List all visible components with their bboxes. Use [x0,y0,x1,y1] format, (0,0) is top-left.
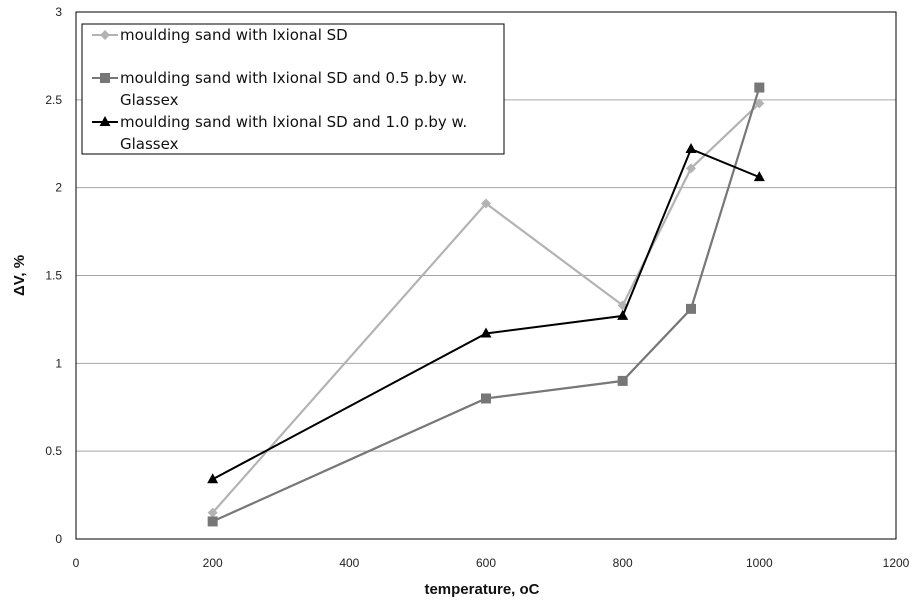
data-point [685,143,697,154]
legend-label: moulding sand with Ixional SD and 1.0 p.… [120,113,467,131]
legend-label: moulding sand with Ixional SD [120,26,348,44]
series-1 [207,98,765,518]
x-tick-label: 800 [613,556,633,570]
plot-frame [75,11,897,540]
data-point [686,163,696,174]
x-tick-label: 200 [203,556,223,570]
data-point [99,116,111,126]
data-point [617,309,629,320]
x-axis-title-text: temperature, [424,581,519,598]
data-point [100,30,110,40]
data-point [754,82,765,93]
series-layer [207,82,765,527]
x-axis-title-unit: oC [520,581,540,598]
data-point [100,73,110,83]
x-tick-label: 1000 [746,556,773,570]
x-axis-title: temperature, oC [424,581,539,598]
data-point [207,507,218,518]
data-point [686,303,696,314]
y-tick-label: 0.5 [45,444,62,458]
legend-label: Glassex [120,135,179,153]
legend-entry: moulding sand with Ixional SD [92,26,348,44]
x-tick-label: 400 [339,556,359,570]
series-2 [207,82,765,527]
y-tick-label: 1.5 [45,269,62,283]
x-tick-label: 1200 [883,556,910,570]
y-tick-label: 1 [55,356,62,370]
y-tick-label: 2 [55,181,62,195]
y-tick-label: 2.5 [45,93,62,107]
data-point [207,473,219,484]
x-tick-label: 0 [73,556,80,570]
legend-label: Glassex [120,91,179,109]
y-tick-label: 3 [55,5,62,19]
legend-box [81,23,505,155]
series-3 [207,143,765,484]
data-point [481,393,491,404]
y-axis-ticks: 0 0.5 1 1.5 2 2.5 3 [45,5,62,546]
y-tick-label: 0 [55,532,62,546]
data-point [480,327,492,338]
x-tick-label: 600 [476,556,496,570]
y-axis-title: ΔV, % [11,255,28,296]
x-axis-ticks: 0 200 400 600 800 1000 1200 [73,556,910,570]
data-point [753,171,765,182]
data-point [207,516,218,527]
data-point [617,375,628,386]
legend-label: moulding sand with Ixional SD and 0.5 p.… [120,69,467,87]
data-point [754,98,765,109]
data-point [481,198,491,209]
legend-entry: moulding sand with Ixional SD and 0.5 p.… [92,69,467,109]
legend-entry: moulding sand with Ixional SD and 1.0 p.… [92,113,467,153]
legend: moulding sand with Ixional SD moulding sa… [81,23,505,155]
